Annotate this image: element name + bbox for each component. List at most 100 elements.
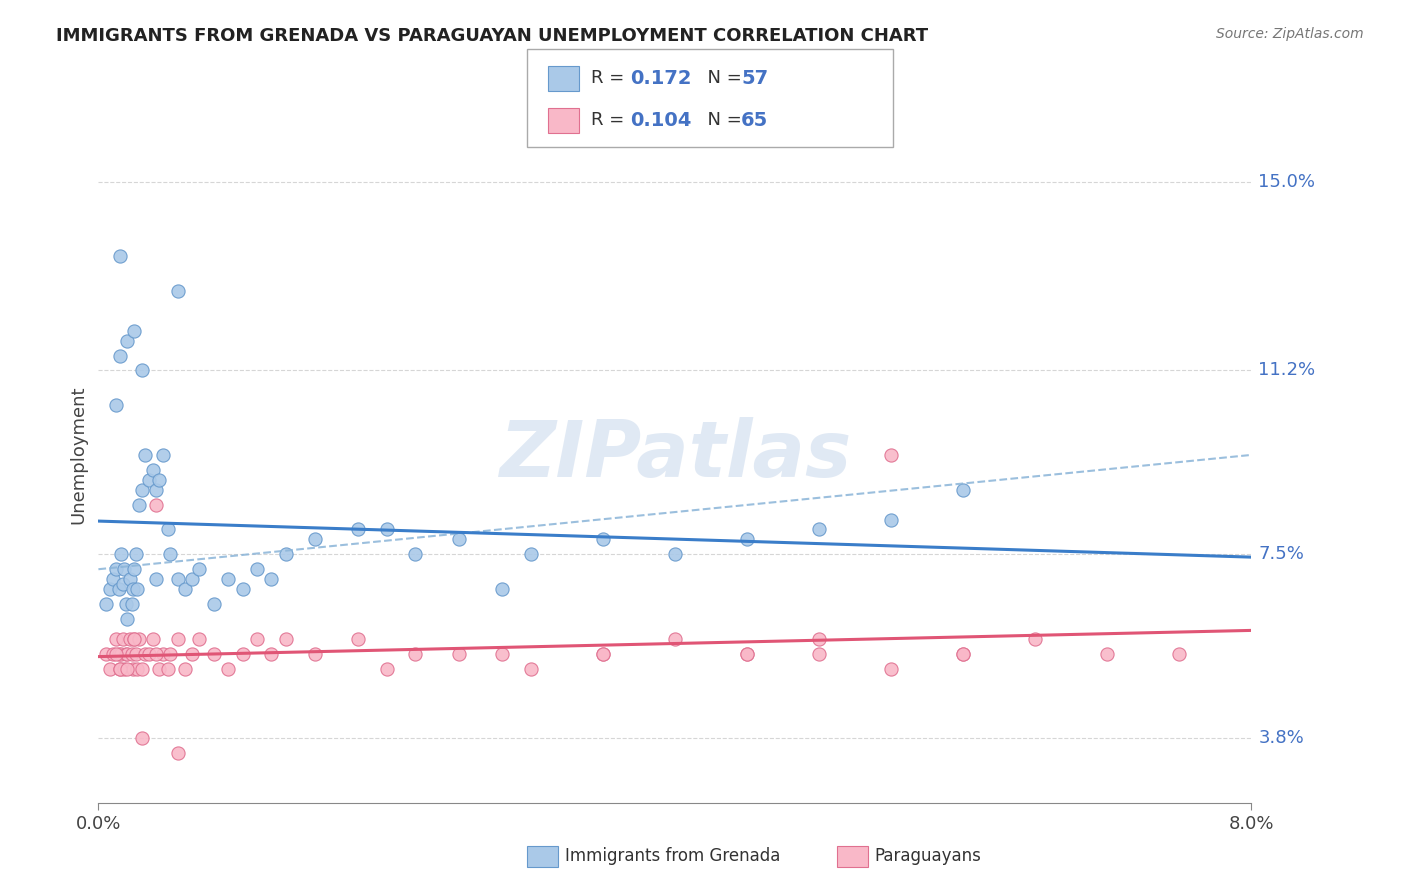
Point <box>134 647 156 661</box>
Point <box>304 533 326 547</box>
Point <box>101 572 124 586</box>
Point <box>231 582 254 596</box>
Point <box>880 448 903 462</box>
Point <box>447 533 470 547</box>
Point <box>346 523 368 537</box>
Point <box>104 398 127 412</box>
Point <box>114 597 136 611</box>
Point <box>108 662 131 676</box>
Point <box>145 647 167 661</box>
Point <box>592 533 614 547</box>
Point <box>375 523 398 537</box>
Point <box>159 647 181 661</box>
Point <box>880 662 903 676</box>
Point <box>148 662 170 676</box>
Point <box>188 632 211 646</box>
Point <box>735 647 758 661</box>
Point <box>217 662 239 676</box>
Point <box>491 582 513 596</box>
Point <box>107 582 129 596</box>
Point <box>145 572 167 586</box>
Point <box>125 647 148 661</box>
Point <box>122 582 145 596</box>
Text: 11.2%: 11.2% <box>1258 361 1316 379</box>
Text: IMMIGRANTS FROM GRENADA VS PARAGUAYAN UNEMPLOYMENT CORRELATION CHART: IMMIGRANTS FROM GRENADA VS PARAGUAYAN UN… <box>56 27 928 45</box>
Point <box>110 547 132 561</box>
Point <box>131 731 153 746</box>
Point <box>128 632 150 646</box>
Text: 7.5%: 7.5% <box>1258 545 1305 564</box>
Point <box>156 662 179 676</box>
Point <box>107 647 129 661</box>
Point <box>110 647 132 661</box>
Point <box>592 647 614 661</box>
Point <box>664 547 686 561</box>
Point <box>142 463 165 477</box>
Point <box>108 349 131 363</box>
Point <box>108 249 131 263</box>
Point <box>117 662 138 676</box>
Point <box>952 647 974 661</box>
Point <box>124 324 146 338</box>
Point <box>111 632 134 646</box>
Point <box>124 562 146 576</box>
Point <box>94 647 117 661</box>
Point <box>98 582 121 596</box>
Point <box>131 483 153 497</box>
Point <box>104 647 127 661</box>
Point <box>1024 632 1046 646</box>
Point <box>174 582 197 596</box>
Point <box>145 498 167 512</box>
Point <box>952 647 974 661</box>
Point <box>664 632 686 646</box>
Point <box>142 632 165 646</box>
Point <box>159 547 181 561</box>
Point <box>735 533 758 547</box>
Text: R =: R = <box>591 112 630 129</box>
Text: 3.8%: 3.8% <box>1258 729 1305 747</box>
Point <box>117 612 138 626</box>
Text: 65: 65 <box>741 111 768 130</box>
Point <box>127 582 149 596</box>
Point <box>117 334 138 348</box>
Point <box>260 647 283 661</box>
Text: Paraguayans: Paraguayans <box>875 847 981 865</box>
Point <box>166 632 188 646</box>
Point <box>112 562 135 576</box>
Point <box>405 547 427 561</box>
Point <box>1097 647 1119 661</box>
Point <box>375 662 398 676</box>
Point <box>124 632 146 646</box>
Point <box>1168 647 1191 661</box>
Text: R =: R = <box>591 70 630 87</box>
Point <box>246 632 269 646</box>
Point <box>138 647 160 661</box>
Point <box>447 647 470 661</box>
Point <box>148 473 170 487</box>
Point <box>519 662 541 676</box>
Point <box>807 647 830 661</box>
Point <box>807 523 830 537</box>
Point <box>152 647 174 661</box>
Point <box>128 498 150 512</box>
Point <box>166 572 188 586</box>
Point <box>181 647 204 661</box>
Point <box>122 662 145 676</box>
Point <box>181 572 204 586</box>
Point <box>152 448 174 462</box>
Point <box>231 647 254 661</box>
Point <box>114 647 136 661</box>
Point <box>346 632 368 646</box>
Point <box>519 547 541 561</box>
Point <box>112 662 135 676</box>
Text: 15.0%: 15.0% <box>1258 172 1316 191</box>
Point <box>202 597 225 611</box>
Point <box>174 662 197 676</box>
Point <box>202 647 225 661</box>
Point <box>274 632 297 646</box>
Text: 57: 57 <box>741 69 768 88</box>
Point <box>104 562 127 576</box>
Point <box>138 473 160 487</box>
Point <box>104 632 127 646</box>
Point <box>246 562 269 576</box>
